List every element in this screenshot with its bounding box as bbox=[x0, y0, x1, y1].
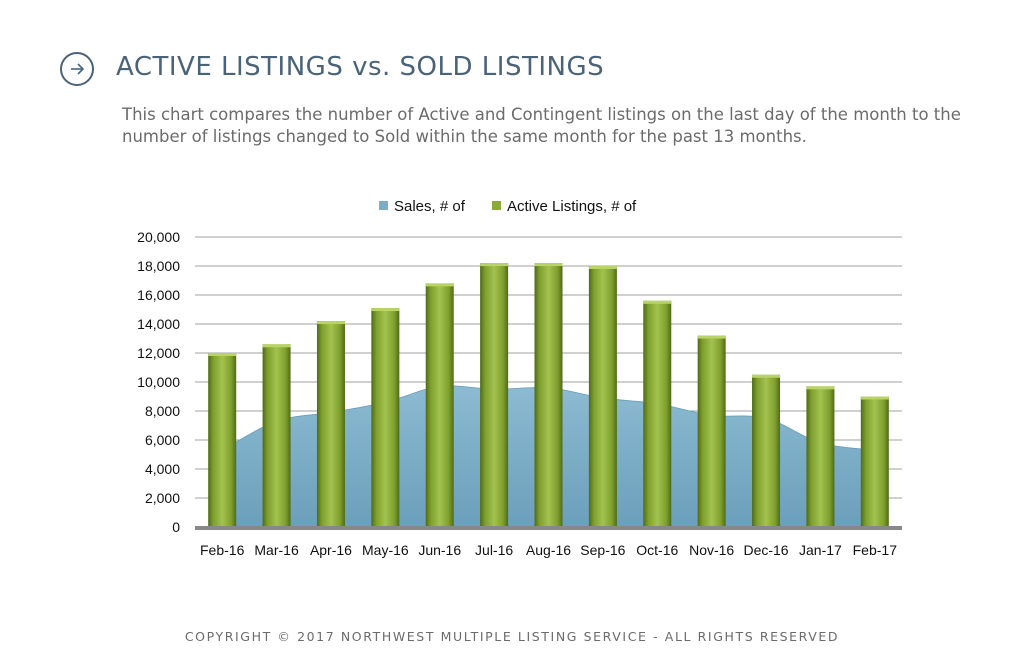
active-bar-body bbox=[534, 263, 563, 527]
active-bar bbox=[208, 353, 237, 527]
chart-legend: Sales, # of Active Listings, # of bbox=[379, 198, 637, 215]
active-bar-body bbox=[480, 263, 509, 527]
x-tick-label: Jul-16 bbox=[475, 542, 513, 558]
x-tick-label: Jan-17 bbox=[799, 542, 842, 558]
active-bar bbox=[697, 335, 726, 527]
y-tick-label: 12,000 bbox=[137, 345, 180, 361]
active-bar-cap bbox=[752, 374, 781, 378]
active-bar-body bbox=[643, 300, 672, 527]
active-bar-body bbox=[860, 396, 889, 527]
legend-active-label: Active Listings, # of bbox=[507, 198, 637, 215]
active-bar-cap bbox=[534, 263, 563, 267]
active-bar-body bbox=[806, 386, 835, 527]
active-bar-body bbox=[697, 335, 726, 527]
active-bar bbox=[588, 266, 617, 527]
y-tick-label: 8,000 bbox=[145, 403, 180, 419]
y-tick-label: 14,000 bbox=[137, 316, 180, 332]
x-tick-label: Feb-17 bbox=[853, 542, 898, 558]
page-title: ACTIVE LISTINGS vs. SOLD LISTINGS bbox=[116, 52, 605, 82]
active-bar bbox=[643, 300, 672, 527]
x-tick-label: Aug-16 bbox=[526, 542, 571, 558]
x-axis-line bbox=[195, 526, 902, 530]
active-bar-cap bbox=[480, 263, 509, 267]
active-bar bbox=[262, 344, 291, 527]
active-bar-cap bbox=[371, 308, 400, 312]
x-tick-labels: Feb-16 Mar-16 Apr-16 May-16 Jun-16 Jul-16 Aug-… bbox=[200, 542, 897, 558]
page-subtitle: This chart compares the number of Active… bbox=[122, 105, 961, 146]
active-bar-cap bbox=[806, 386, 835, 390]
active-bar-body bbox=[752, 374, 781, 527]
active-bar-body bbox=[371, 308, 400, 527]
x-tick-label: Feb-16 bbox=[200, 542, 245, 558]
x-tick-label: Apr-16 bbox=[310, 542, 352, 558]
active-bar bbox=[860, 396, 889, 527]
active-bar bbox=[752, 374, 781, 527]
active-bar bbox=[480, 263, 509, 527]
y-tick-label: 0 bbox=[172, 519, 180, 535]
active-bar-cap bbox=[643, 300, 672, 304]
y-tick-label: 2,000 bbox=[145, 490, 180, 506]
x-tick-label: Sep-16 bbox=[580, 542, 625, 558]
y-tick-label: 18,000 bbox=[137, 258, 180, 274]
active-bar-cap bbox=[697, 335, 726, 339]
chart: Sales, # of Active Listings, # of 20,000 1… bbox=[137, 198, 902, 558]
active-bar-cap bbox=[425, 283, 454, 287]
x-tick-label: Mar-16 bbox=[254, 542, 299, 558]
y-tick-label: 20,000 bbox=[137, 229, 180, 245]
x-tick-label: Dec-16 bbox=[743, 542, 788, 558]
legend-sales-label: Sales, # of bbox=[394, 198, 466, 215]
y-tick-label: 4,000 bbox=[145, 461, 180, 477]
legend-sales-swatch bbox=[379, 201, 388, 210]
active-bar-body bbox=[208, 353, 237, 527]
y-tick-label: 6,000 bbox=[145, 432, 180, 448]
y-tick-label: 16,000 bbox=[137, 287, 180, 303]
x-tick-label: Oct-16 bbox=[636, 542, 678, 558]
active-bar-body bbox=[588, 266, 617, 527]
active-bar bbox=[316, 321, 345, 527]
active-bar-cap bbox=[208, 353, 237, 356]
active-bar-body bbox=[425, 283, 454, 527]
y-tick-labels: 20,000 18,000 16,000 14,000 12,000 10,000 8,00… bbox=[137, 229, 180, 535]
chart-axis bbox=[195, 526, 902, 530]
x-tick-label: May-16 bbox=[362, 542, 409, 558]
active-bar bbox=[425, 283, 454, 527]
active-bar-cap bbox=[588, 266, 617, 269]
y-tick-label: 10,000 bbox=[137, 374, 180, 390]
legend-active-swatch bbox=[492, 201, 501, 210]
arrow-right-circle-icon bbox=[60, 52, 94, 86]
active-bar-body bbox=[316, 321, 345, 527]
active-bar bbox=[534, 263, 563, 527]
active-bar-body bbox=[262, 344, 291, 527]
copyright-text: COPYRIGHT © 2017 NORTHWEST MULTIPLE LIST… bbox=[184, 629, 840, 644]
x-tick-label: Nov-16 bbox=[689, 542, 734, 558]
active-bar-cap bbox=[316, 321, 345, 325]
active-bar bbox=[371, 308, 400, 527]
active-bars bbox=[208, 263, 889, 527]
active-bar-cap bbox=[860, 396, 889, 400]
x-tick-label: Jun-16 bbox=[418, 542, 461, 558]
active-bar-cap bbox=[262, 344, 291, 348]
active-bar bbox=[806, 386, 835, 527]
